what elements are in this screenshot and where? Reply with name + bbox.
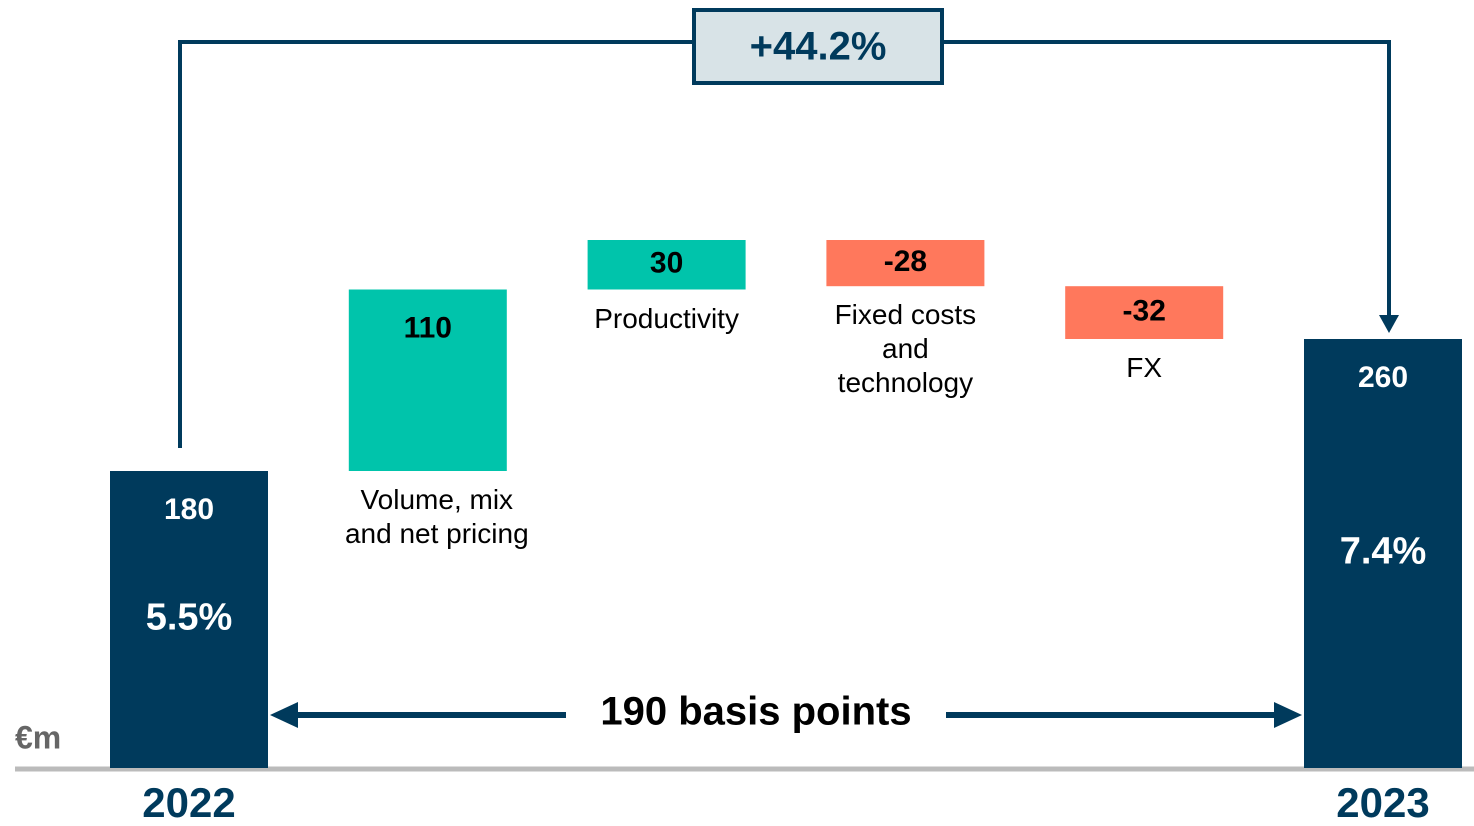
arrow-head (1274, 702, 1302, 728)
value-label: -28 (884, 245, 927, 278)
margin-label: 7.4% (1340, 531, 1427, 573)
value-label: 30 (650, 247, 683, 280)
unit-label: €m (15, 719, 61, 755)
category-label: Productivity (594, 302, 739, 334)
margin-label: 5.5% (146, 597, 233, 639)
category-label: Fixed costs and technology (834, 299, 977, 399)
value-label: 110 (404, 311, 452, 344)
value-label: 180 (164, 493, 214, 526)
growth-label: +44.2% (750, 25, 887, 69)
bar (587, 240, 746, 290)
growth-box (692, 8, 944, 85)
bar (1304, 339, 1462, 768)
margin-change-label: 190 basis points (600, 690, 911, 734)
label-bg (566, 690, 946, 740)
arrow-head (270, 702, 298, 728)
bar (110, 471, 268, 768)
category-label: Volume, mix and net pricing (344, 484, 529, 549)
x-tick-label: 2023 (1336, 779, 1429, 826)
bar (826, 240, 985, 287)
bar (348, 289, 507, 471)
arrow-head (1379, 315, 1399, 333)
value-label: -32 (1123, 295, 1166, 328)
category-label: FX (1126, 352, 1163, 383)
value-label: 260 (1358, 361, 1408, 394)
bar (1065, 286, 1224, 339)
x-tick-label: 2022 (142, 779, 235, 826)
